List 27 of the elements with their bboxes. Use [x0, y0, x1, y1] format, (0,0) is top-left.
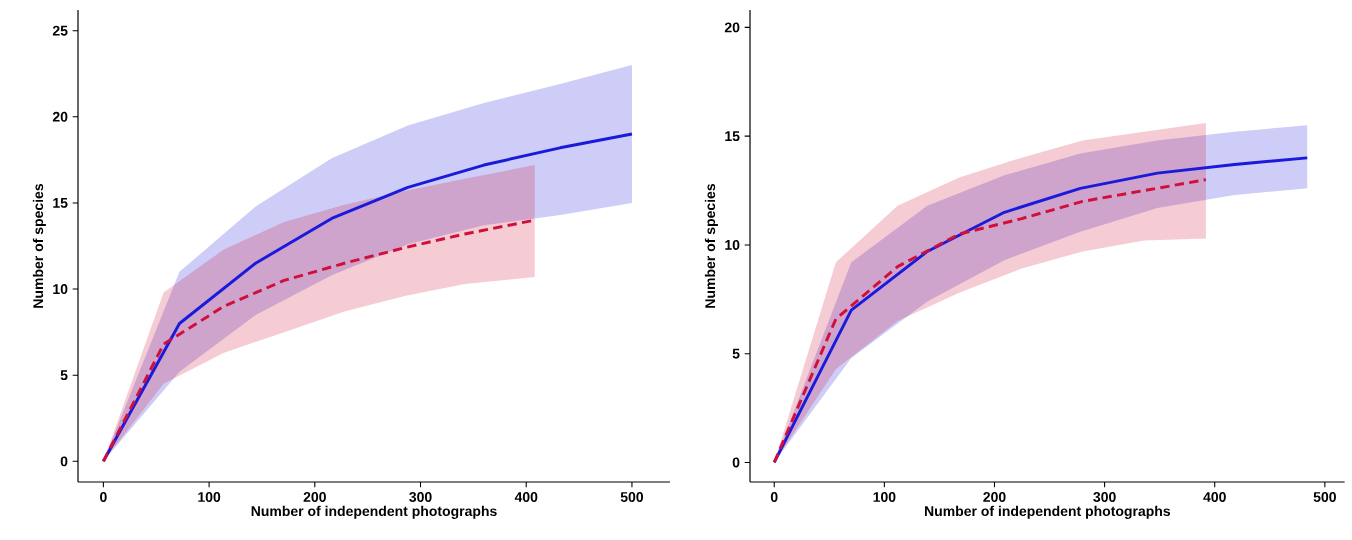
x-tick-label: 0	[100, 492, 107, 502]
y-tick-label: 0	[60, 456, 68, 467]
y-tick-label: 0	[732, 457, 740, 468]
x-tick-label: 100	[198, 492, 221, 502]
x-tick-label: 500	[1313, 492, 1336, 502]
x-tick-label: 300	[1093, 492, 1116, 502]
y-tick-label: 15	[53, 198, 68, 208]
x-tick-label: 500	[620, 492, 644, 502]
x-tick-label: 200	[303, 492, 326, 502]
y-tick-label: 10	[725, 239, 740, 250]
y-tick-label: 25	[52, 25, 68, 36]
y-tick-label: 5	[60, 370, 68, 381]
x-tick-label: 100	[873, 492, 896, 502]
x-tick-label: 300	[409, 492, 432, 502]
y-tick-label: 10	[53, 284, 68, 295]
y-axis-title: Number of species	[704, 183, 718, 308]
x-axis-title: Number of independent photographs	[925, 505, 1171, 519]
x-tick-label: 400	[1203, 492, 1226, 502]
y-axis-title: Number of species	[32, 183, 46, 308]
y-tick-label: 5	[732, 348, 740, 359]
x-axis-title: Number of independent photographs	[251, 505, 497, 519]
y-tick-label: 15	[725, 131, 740, 142]
x-tick-label: 200	[983, 492, 1006, 502]
y-tick-label: 20	[52, 111, 68, 122]
y-tick-label: 20	[724, 22, 740, 33]
x-tick-label: 0	[770, 492, 778, 502]
x-tick-label: 400	[514, 492, 538, 502]
